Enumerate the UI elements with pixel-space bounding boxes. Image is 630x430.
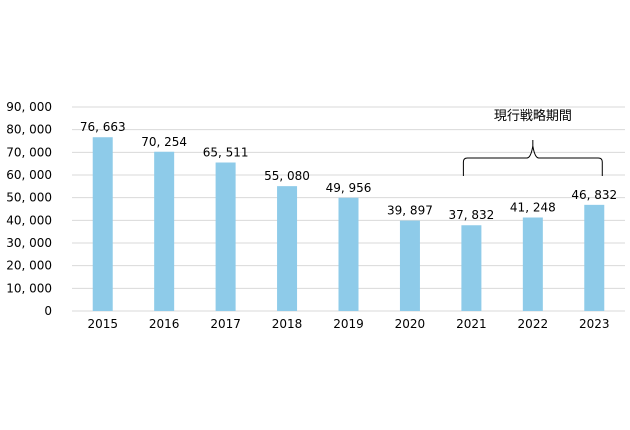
bars — [92, 137, 605, 311]
bar — [461, 225, 482, 311]
bar — [277, 186, 298, 311]
data-label: 76, 663 — [80, 120, 126, 134]
bar — [584, 204, 605, 311]
bar — [154, 151, 175, 311]
y-tick-label: 40, 000 — [6, 213, 52, 227]
bar — [338, 197, 359, 311]
data-label: 70, 254 — [141, 135, 187, 149]
annotation-label: 現行戦略期間 — [494, 108, 572, 124]
x-tick-label: 2022 — [518, 317, 549, 331]
y-tick-label: 10, 000 — [6, 281, 52, 295]
x-tick-label: 2019 — [333, 317, 364, 331]
bar — [522, 217, 543, 311]
data-label: 39, 897 — [387, 204, 433, 218]
y-tick-label: 30, 000 — [6, 236, 52, 250]
data-labels: 76, 663 70, 254 65, 511 55, 080 49, 956 39, 8… — [80, 120, 617, 222]
strategy-period-annotation: 現行戦略期間 — [462, 108, 603, 176]
data-label: 41, 248 — [510, 201, 556, 215]
x-tick-label: 2021 — [456, 317, 487, 331]
y-axis-ticks: 0 10, 000 20, 000 30, 000 40, 000 50, 000 60, … — [6, 100, 52, 318]
data-label: 46, 832 — [571, 188, 617, 202]
y-tick-label: 0 — [44, 304, 52, 318]
x-tick-label: 2017 — [210, 317, 241, 331]
y-tick-label: 90, 000 — [6, 100, 52, 114]
data-label: 49, 956 — [326, 181, 372, 195]
y-tick-label: 70, 000 — [6, 145, 52, 159]
data-label: 65, 511 — [203, 146, 249, 160]
y-tick-label: 50, 000 — [6, 191, 52, 205]
bar — [215, 162, 236, 311]
y-tick-label: 20, 000 — [6, 259, 52, 273]
y-tick-label: 80, 000 — [6, 123, 52, 137]
x-tick-label: 2015 — [87, 317, 118, 331]
x-tick-label: 2020 — [395, 317, 426, 331]
curly-bracket — [462, 140, 603, 176]
x-tick-label: 2018 — [272, 317, 303, 331]
x-axis-ticks: 2015 2016 2017 2018 2019 2020 2021 2022 2023 — [87, 317, 609, 331]
data-label: 55, 080 — [264, 169, 310, 183]
bar — [399, 220, 420, 311]
bar — [92, 137, 113, 311]
y-tick-label: 60, 000 — [6, 168, 52, 182]
x-tick-label: 2023 — [579, 317, 610, 331]
x-tick-label: 2016 — [149, 317, 180, 331]
data-label: 37, 832 — [448, 208, 494, 222]
